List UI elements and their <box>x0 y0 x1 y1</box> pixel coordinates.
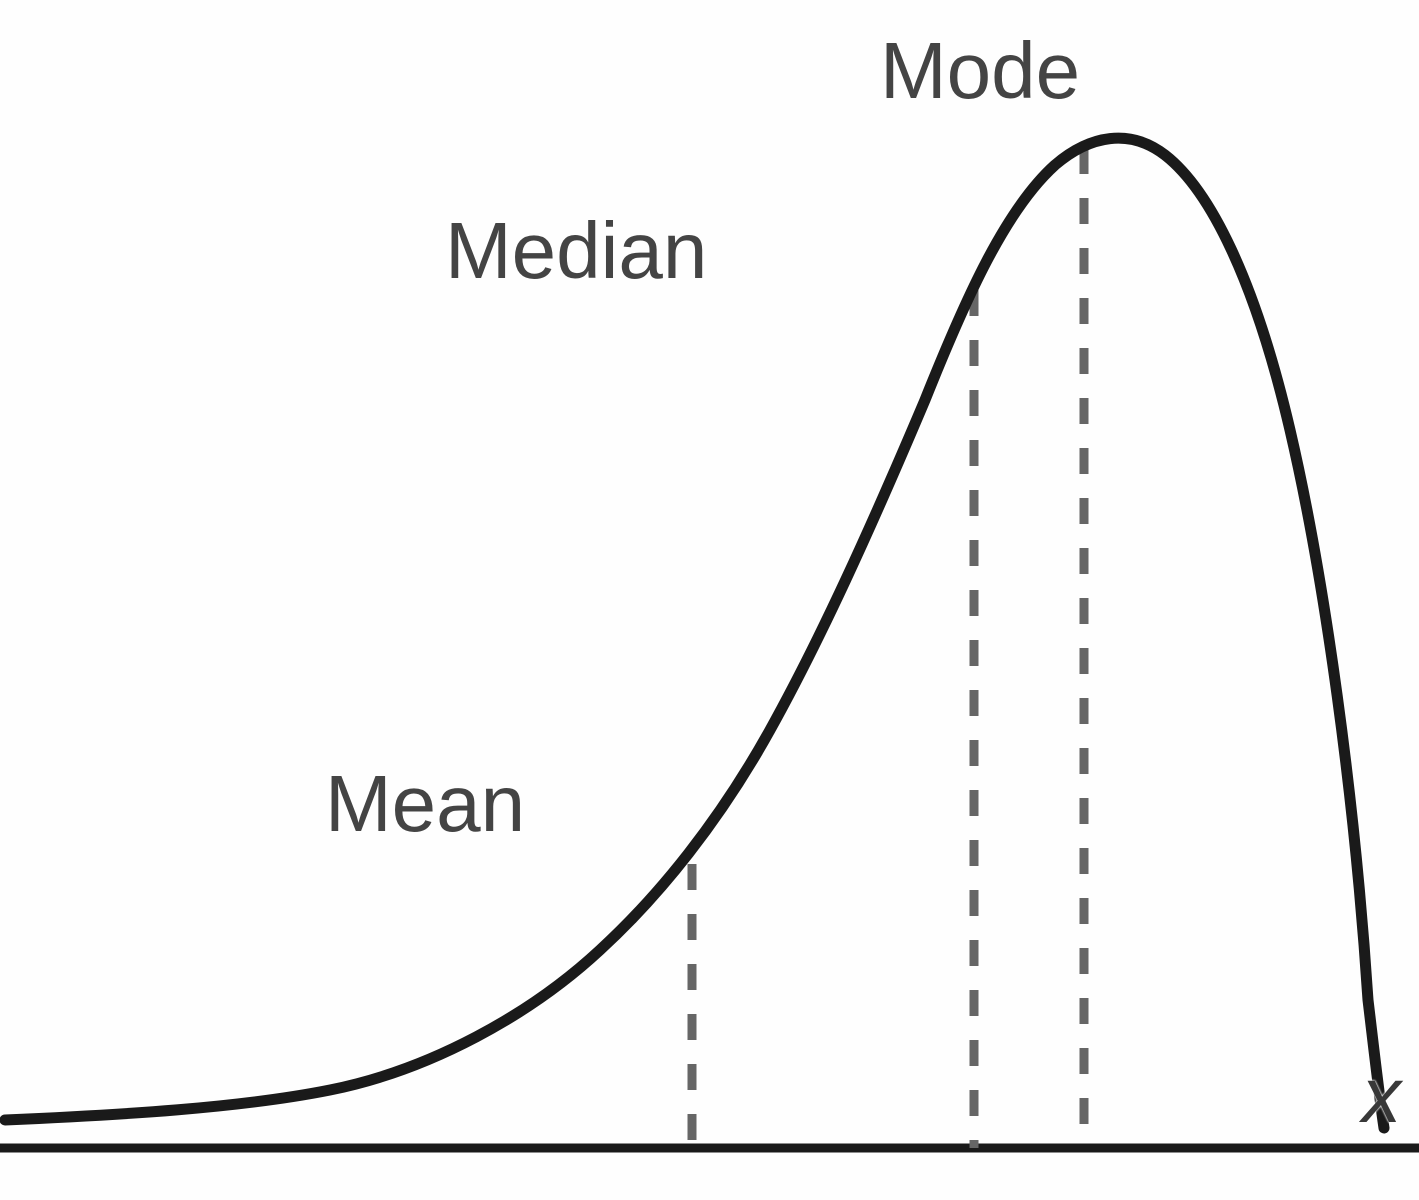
skewed-distribution-chart: Mode Median Mean x <box>0 0 1419 1200</box>
x-axis-label: x <box>1362 1050 1401 1141</box>
label-median: Median <box>445 205 707 297</box>
label-mode: Mode <box>880 25 1080 117</box>
chart-svg <box>0 0 1419 1200</box>
label-mean: Mean <box>325 758 525 850</box>
reference-lines <box>692 148 1084 1148</box>
